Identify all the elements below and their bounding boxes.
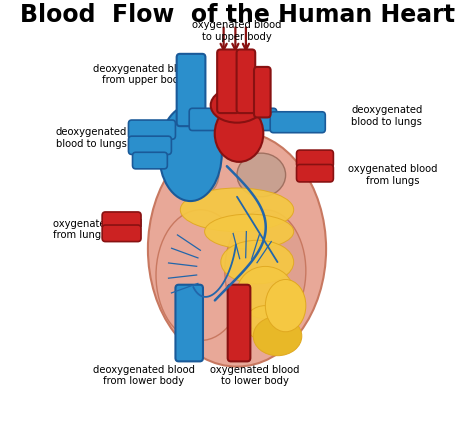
FancyBboxPatch shape: [133, 152, 167, 169]
Text: deoxygenated
blood to lungs: deoxygenated blood to lungs: [351, 105, 422, 127]
Ellipse shape: [253, 316, 302, 356]
Text: deoxygenated
blood to lungs: deoxygenated blood to lungs: [55, 127, 127, 149]
FancyBboxPatch shape: [270, 112, 325, 133]
FancyBboxPatch shape: [128, 120, 175, 139]
FancyBboxPatch shape: [217, 49, 239, 113]
FancyBboxPatch shape: [177, 54, 205, 126]
Ellipse shape: [237, 267, 294, 319]
Text: Blood  Flow  of the Human Heart: Blood Flow of the Human Heart: [19, 3, 455, 27]
FancyBboxPatch shape: [102, 225, 141, 242]
Text: oxygenated blood
to lower body: oxygenated blood to lower body: [210, 364, 300, 386]
Text: oxygenated blood
from lungs: oxygenated blood from lungs: [348, 164, 438, 186]
Ellipse shape: [180, 188, 294, 232]
Ellipse shape: [166, 151, 219, 199]
FancyBboxPatch shape: [189, 108, 277, 131]
FancyBboxPatch shape: [102, 212, 141, 229]
FancyBboxPatch shape: [228, 285, 250, 361]
FancyBboxPatch shape: [297, 150, 333, 167]
Ellipse shape: [148, 132, 326, 367]
Text: oxygenated blood
to upper body: oxygenated blood to upper body: [192, 20, 282, 42]
Ellipse shape: [205, 214, 294, 249]
Text: deoxygenated blood
from upper body: deoxygenated blood from upper body: [93, 64, 195, 86]
Ellipse shape: [237, 153, 286, 197]
FancyBboxPatch shape: [237, 49, 255, 113]
FancyBboxPatch shape: [297, 164, 333, 182]
Ellipse shape: [265, 280, 306, 332]
FancyBboxPatch shape: [254, 67, 271, 118]
Ellipse shape: [210, 88, 264, 123]
Text: oxygenated blood
from lungs: oxygenated blood from lungs: [53, 218, 142, 240]
Ellipse shape: [221, 240, 294, 284]
Ellipse shape: [215, 105, 264, 162]
Ellipse shape: [156, 210, 245, 340]
Ellipse shape: [159, 105, 222, 201]
Ellipse shape: [245, 305, 286, 340]
FancyBboxPatch shape: [175, 285, 203, 361]
Text: deoxygenated blood
from lower body: deoxygenated blood from lower body: [93, 364, 195, 386]
Ellipse shape: [225, 210, 306, 332]
FancyBboxPatch shape: [128, 136, 172, 154]
